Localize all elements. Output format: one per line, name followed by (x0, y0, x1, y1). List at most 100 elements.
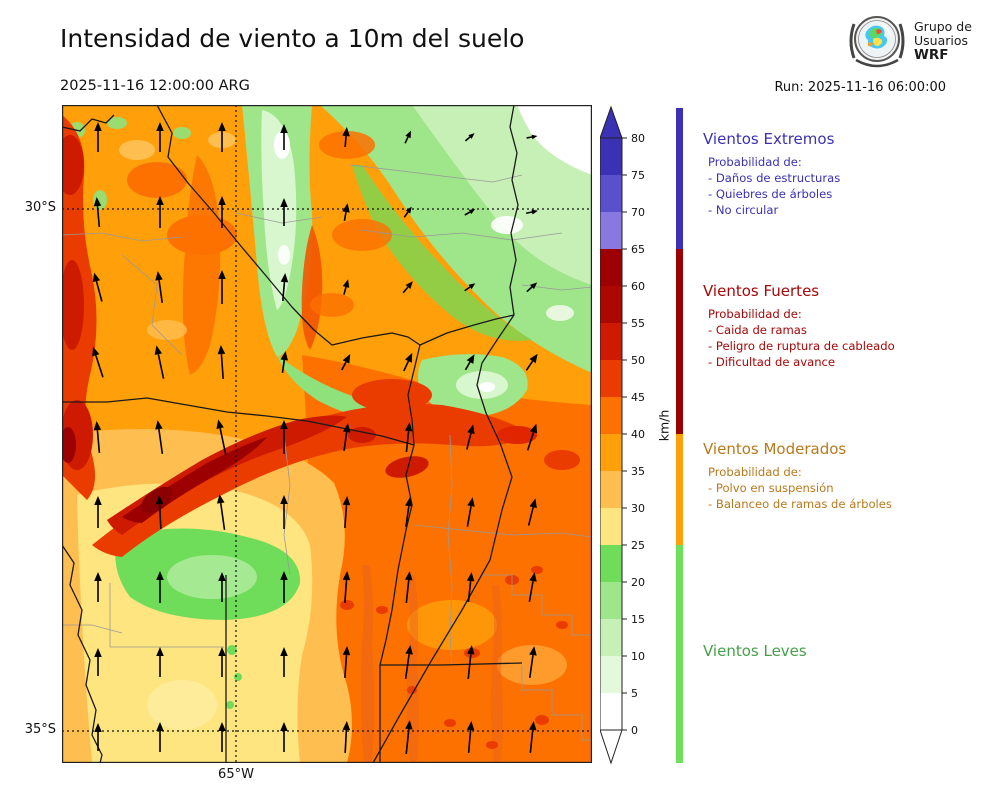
wind-arrow-head (280, 495, 288, 504)
prob-header: Probabilidad de: (708, 155, 802, 169)
colorbar-tick-label: 35 (631, 465, 645, 478)
wind-arrow-head (155, 420, 163, 430)
legend-probability-moderados: Probabilidad de: - Polvo en suspensión -… (703, 464, 993, 512)
legend-bar-segment (676, 249, 683, 434)
prob-item: - No circular (708, 203, 779, 217)
wind-arrow-shaft (405, 579, 410, 603)
wind-arrow-head (93, 421, 102, 431)
wind-arrow-shaft (464, 361, 471, 371)
wind-arrow-shaft (344, 654, 348, 679)
wind-arrow-shaft (96, 205, 101, 228)
wind-arrow-head (92, 272, 101, 283)
colorbar-segment (600, 582, 622, 619)
colorbar-tick-label: 15 (631, 613, 645, 626)
wind-arrow-head (342, 354, 351, 364)
prob-item: - Balanceo de ramas de árboles (708, 497, 892, 511)
valid-time-label: 2025-11-16 12:00:00 ARG (60, 78, 250, 94)
wind-arrows-layer (92, 122, 538, 754)
wind-arrow-head (529, 646, 537, 656)
wind-arrow-head (156, 122, 164, 131)
colorbar-segment (600, 212, 622, 249)
wind-arrow-shaft (526, 431, 535, 451)
colorbar-tick-label: 45 (631, 391, 645, 404)
logo-text: Grupo de Usuarios WRF (914, 19, 972, 63)
wind-arrow-head (468, 133, 475, 139)
colorbar-segment (600, 619, 622, 656)
prob-item: - Caida de ramas (708, 323, 807, 337)
colorbar-over-arrow (599, 105, 623, 139)
wind-arrow-head (468, 283, 476, 290)
wind-arrow-head (342, 423, 351, 433)
wind-arrow-head (94, 496, 102, 505)
wind-arrow-head (155, 495, 164, 505)
wind-arrow-head (280, 420, 288, 429)
wind-arrow-shaft (525, 211, 533, 215)
colorbar-unit-label: km/h (656, 409, 672, 442)
wind-arrow-head (531, 209, 538, 215)
colorbar-tick-label: 75 (631, 169, 645, 182)
legend-bar-segment (676, 434, 683, 545)
wind-arrow-shaft (405, 728, 410, 754)
wind-arrow-head (94, 572, 102, 581)
legend-title-moderados: Vientos Moderados (703, 440, 847, 458)
colorbar-tick-label: 70 (631, 206, 645, 219)
prob-header: Probabilidad de: (708, 465, 802, 479)
wind-arrow-head (404, 422, 413, 432)
legend-section-fuertes: Vientos Fuertes Probabilidad de: - Caida… (703, 282, 993, 370)
colorbar-tick-label: 80 (631, 132, 645, 145)
wind-arrow-head (280, 351, 289, 361)
wind-arrow-head (280, 571, 288, 580)
wind-arrow-head (405, 497, 413, 507)
wind-arrow-head (342, 279, 350, 288)
colorbar-tick-label: 5 (631, 687, 638, 700)
wind-arrow-head (216, 419, 224, 429)
legend-section-moderados: Vientos Moderados Probabilidad de: - Pol… (703, 440, 993, 512)
colorbar-tick-label: 10 (631, 650, 645, 663)
colorbar-tick-label: 65 (631, 243, 645, 256)
wind-arrow-head (404, 571, 413, 581)
wind-intensity-map (56, 104, 593, 764)
wind-arrow-head (528, 721, 537, 731)
wind-arrow-head (218, 122, 226, 131)
wind-arrow-head (466, 354, 475, 364)
wind-arrow-head (218, 196, 226, 205)
colorbar-tick-label: 60 (631, 280, 645, 293)
wind-arrow-shaft (158, 503, 162, 530)
y-axis-tick-35s: 35°S (24, 722, 56, 737)
wind-arrow-shaft (281, 359, 286, 374)
wind-arrow-head (280, 124, 288, 133)
page-title: Intensidad de viento a 10m del suelo (60, 24, 525, 53)
wind-arrow-shaft (219, 502, 226, 530)
graticule-layer (62, 105, 592, 763)
logo-line-1: Grupo de (914, 19, 972, 34)
logo-line-2: Usuarios (914, 33, 969, 48)
colorbar-segment (600, 360, 622, 397)
wind-arrow-shaft (95, 280, 103, 302)
wind-arrow-head (405, 645, 413, 655)
legend-bar-segment (676, 545, 683, 763)
colorbar-segment (600, 471, 622, 508)
wind-arrow-shaft (525, 360, 534, 371)
wind-arrow-head (218, 722, 226, 731)
colorbar-tick-label: 50 (631, 354, 645, 367)
wind-arrow-shaft (529, 729, 534, 753)
prob-item: - Quiebres de árboles (708, 187, 833, 201)
wind-arrow-head (218, 572, 226, 581)
wind-arrow-shaft (526, 136, 533, 139)
wind-arrow-shaft (467, 653, 472, 679)
wind-arrow-shaft (343, 431, 348, 451)
wind-arrow-head (405, 130, 411, 139)
wind-arrow-head (280, 273, 289, 283)
wind-arrow-head (155, 271, 163, 281)
wind-arrow-head (156, 196, 164, 205)
logo-line-3: WRF (914, 47, 949, 63)
wind-arrow-head (280, 722, 288, 731)
wind-arrow-head (405, 206, 412, 214)
wind-arrow-shaft (464, 286, 471, 292)
prob-item: - Dificultad de avance (708, 355, 836, 369)
wind-arrow-head (156, 571, 164, 580)
colorbar-segment (600, 656, 622, 693)
wind-arrow-shaft (344, 729, 348, 754)
colorbar-segment (600, 286, 622, 323)
